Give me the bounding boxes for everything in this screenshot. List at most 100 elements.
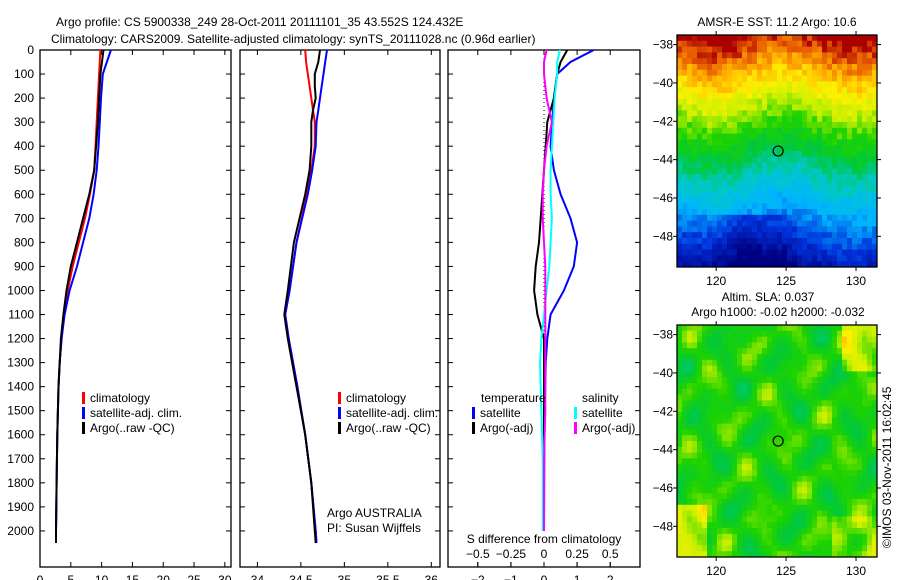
map-cell [872,162,878,169]
map-cell [772,203,778,210]
map-cell [847,249,853,256]
map-cell [762,371,768,378]
map-cell [762,481,768,488]
map-cell [857,145,863,152]
map-cell [787,359,793,366]
map-cell [777,52,783,59]
map-cell [807,197,813,204]
map-cell [812,452,818,459]
map-cell [692,220,698,227]
map-cell [807,539,813,546]
map-cell [697,52,703,59]
map-cell [777,412,783,419]
map-cell [817,180,823,187]
map-cell [827,487,833,494]
map-cell [782,238,788,245]
map-cell [747,145,753,152]
map-cell [702,423,708,430]
map-cell [867,400,873,407]
map-cell [742,377,748,384]
map-cell [712,133,718,140]
map-cell [857,342,863,349]
map-cell [777,197,783,204]
map-cell [707,75,713,82]
legend-swatch [472,422,475,434]
map-cell [862,151,868,158]
map-cell [727,191,733,198]
map-cell [752,197,758,204]
map-cell [792,110,798,117]
map-cell [717,371,723,378]
map-cell [827,406,833,413]
map-cell [772,197,778,204]
map-cell [722,156,728,163]
legend-swatch [338,407,341,419]
map-cell [847,75,853,82]
map-cell [737,394,743,401]
map-cell [857,220,863,227]
map-cell [692,232,698,239]
map-cell [857,365,863,372]
map-cell [732,249,738,256]
map-cell [842,470,848,477]
map-cell [837,87,843,94]
map-cell [867,475,873,482]
map-cell [832,110,838,117]
map-cell [872,243,878,250]
map-cell [752,64,758,71]
map-cell [762,81,768,88]
map-cell [782,58,788,65]
map-cell [802,342,808,349]
map-cell [702,162,708,169]
lat-tick-label: −42 [653,114,674,128]
map-cell [772,539,778,546]
map-cell [767,58,773,65]
map-cell [762,475,768,482]
map-cell [872,203,878,210]
map-cell [732,412,738,419]
map-cell [722,441,728,448]
map-cell [692,46,698,53]
map-cell [742,110,748,117]
map-cell [757,35,763,42]
map-cell [867,122,873,129]
map-cell [707,110,713,117]
map-cell [772,133,778,140]
map-cell [692,249,698,256]
map-cell [792,528,798,535]
map-cell [682,93,688,100]
map-cell [787,348,793,355]
map-cell [802,435,808,442]
map-cell [812,185,818,192]
map-cell [682,545,688,552]
map-cell [812,110,818,117]
map-cell [777,435,783,442]
map-cell [792,40,798,47]
lat-tick-label: −44 [653,153,674,167]
map-cell [817,464,823,471]
map-cell [812,168,818,175]
map-cell [697,522,703,529]
map-cell [847,330,853,337]
map-cell [787,516,793,523]
map-cell [717,104,723,111]
map-cell [782,470,788,477]
map-cell [867,93,873,100]
map-cell [822,249,828,256]
map-cell [847,87,853,94]
map-cell [727,238,733,245]
map-cell [817,365,823,372]
map-cell [682,452,688,459]
map-cell [867,359,873,366]
map-cell [702,487,708,494]
map-cell [817,58,823,65]
map-cell [747,40,753,47]
map-cell [722,383,728,390]
map-cell [867,220,873,227]
map-cell [827,191,833,198]
map-cell [797,40,803,47]
map-cell [722,359,728,366]
map-cell [707,64,713,71]
map-cell [867,446,873,453]
map-cell [757,533,763,540]
